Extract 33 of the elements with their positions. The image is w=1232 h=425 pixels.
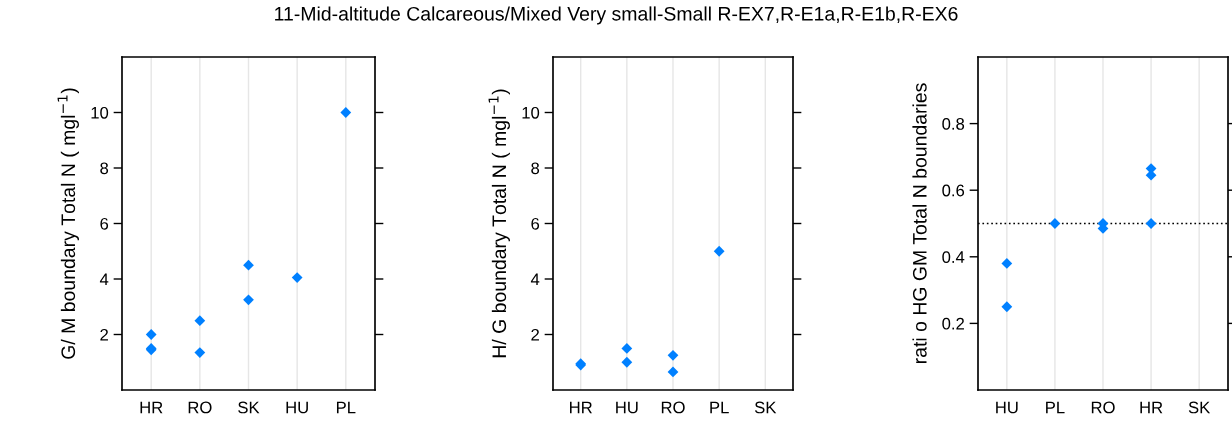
y-tick-label: 0.4: [942, 251, 965, 263]
y-tick-label: 2: [531, 328, 539, 341]
x-tick-label: HR: [140, 401, 163, 414]
x-tick-label: RO: [661, 401, 685, 414]
y-axis-title: H/ G boundary Total N ( mgl$^{−1}$): [488, 89, 510, 358]
x-tick-label: SK: [1188, 401, 1211, 414]
x-tick-label: HU: [286, 401, 308, 414]
y-tick-label: 8: [100, 162, 109, 175]
x-tick-label: SK: [238, 401, 260, 414]
y-tick-label: 2: [100, 328, 108, 341]
y-tick-label: 0.6: [942, 184, 965, 197]
y-tick-label: 0.8: [942, 118, 965, 130]
x-tick-label: PL: [710, 401, 729, 414]
x-tick-label: HR: [570, 401, 592, 414]
y-tick-label: 4: [530, 273, 540, 286]
y-tick-label: 6: [531, 217, 540, 230]
y-tick-label: 0.2: [942, 317, 964, 330]
text: 11-Mid-altitude Calcareous/Mixed Very small-Small R-EX7,R-E1a,R-E1b,R-EX6: [275, 6, 958, 25]
y-tick-label: 10: [522, 106, 540, 119]
x-tick-label: RO: [1091, 401, 1115, 414]
x-tick-label: RO: [188, 401, 212, 414]
x-tick-label: HU: [996, 401, 1018, 414]
x-tick-label: HU: [616, 401, 638, 414]
x-tick-label: PL: [1046, 401, 1065, 414]
y-tick-label: 10: [91, 106, 109, 119]
y-tick-label: 4: [99, 273, 109, 286]
y-tick-label: 6: [100, 217, 109, 230]
y-tick-label: 8: [531, 162, 540, 175]
y-axis-title: rati o HG GM Total N boundaries: [912, 83, 927, 364]
x-tick-label: SK: [754, 401, 777, 414]
x-tick-label: PL: [336, 401, 356, 414]
x-tick-label: HR: [1140, 401, 1163, 414]
y-axis-title: G/ M boundary Total N ( mgl$^{−1}$): [57, 88, 79, 359]
